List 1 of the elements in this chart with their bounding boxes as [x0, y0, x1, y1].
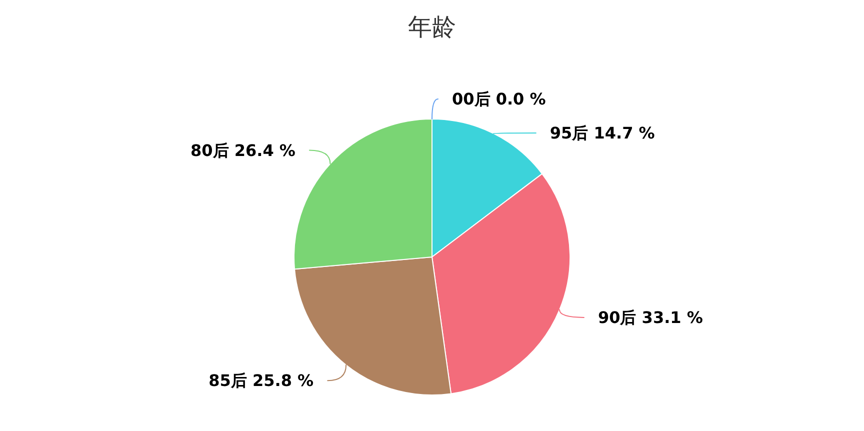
title: 年龄: [408, 13, 456, 41]
